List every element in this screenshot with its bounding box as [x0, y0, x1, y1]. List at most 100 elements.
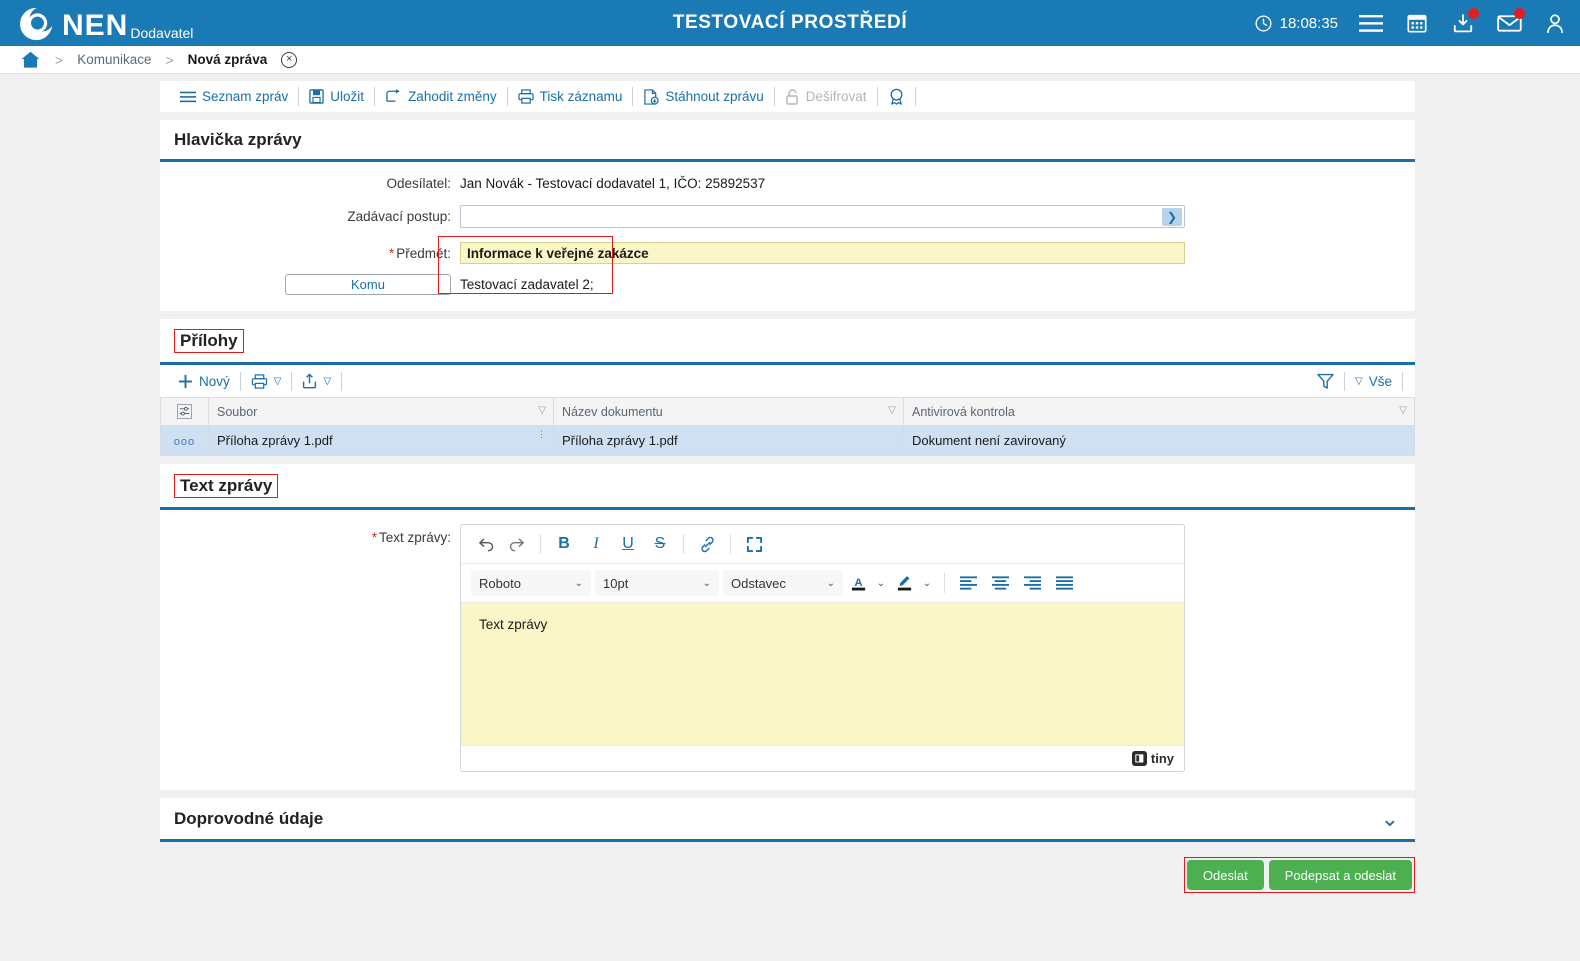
toolbar-divider	[298, 87, 300, 106]
procedure-input[interactable]	[461, 206, 1184, 227]
breadcrumb-item-komunikace[interactable]: Komunikace	[77, 52, 152, 67]
procedure-row: Zadávací postup: ❯	[160, 205, 1415, 228]
attachments-view-all-dropdown[interactable]: ▽ Vše	[1347, 374, 1400, 389]
cell-soubor[interactable]: Příloha zprávy 1.pdf ⋮	[208, 425, 554, 456]
breadcrumb-separator-2: >	[165, 51, 174, 68]
row-menu-icon[interactable]: ooo	[173, 436, 196, 448]
attachments-toolbar-divider	[239, 371, 241, 391]
undo-icon[interactable]	[471, 531, 499, 557]
chevron-down-icon: ⌄	[826, 577, 835, 589]
column-header-soubor[interactable]: Soubor ▽	[208, 397, 554, 426]
undo-glyph	[478, 538, 493, 552]
link-icon[interactable]	[693, 531, 721, 557]
home-icon[interactable]	[20, 50, 41, 69]
column-settings-icon	[177, 404, 192, 419]
attachment-print-button[interactable]: ▽	[243, 373, 290, 389]
block-format-select[interactable]: Odstavec ⌄	[723, 570, 843, 596]
footer-button-group: Odeslat Podepsat a odeslat	[1183, 857, 1415, 893]
italic-icon[interactable]: I	[593, 535, 599, 552]
envelope-icon[interactable]	[1496, 8, 1525, 36]
attachments-toolbar-divider	[1344, 371, 1346, 391]
row-menu-cell[interactable]: ooo	[160, 425, 209, 456]
attachments-table-header-row: Soubor ▽ Název dokumentu ▽ Antivirová ko…	[160, 397, 1415, 426]
column-header-nazev-dokumentu[interactable]: Název dokumentu ▽	[553, 397, 904, 426]
attachment-new-button[interactable]: Nový	[170, 374, 238, 389]
editor-toolbar-row-2: Roboto ⌄ 10pt ⌄ Odstavec ⌄ A	[461, 564, 1184, 603]
toolbar-seal-button[interactable]	[880, 88, 913, 106]
message-text-label: * Text zprávy:	[160, 524, 460, 772]
toolbar-divider	[773, 87, 775, 106]
bold-icon[interactable]: B	[558, 535, 570, 552]
attachment-new-label: Nový	[199, 373, 230, 389]
subject-row: * Předmět: Informace k veřejné zakázce	[160, 242, 1415, 264]
procedure-picker-button[interactable]: ❯	[1162, 208, 1182, 226]
seal-ribbon-icon	[890, 88, 902, 105]
toolbar-seznam-zprav[interactable]: Seznam zpráv	[172, 89, 296, 104]
cell-antivirova-kontrola[interactable]: Dokument není zavirovaný	[903, 425, 1415, 456]
text-color-glyph: A	[851, 577, 865, 591]
font-family-select[interactable]: Roboto ⌄	[471, 570, 591, 596]
cell-overflow-icon[interactable]: ⋮	[537, 429, 546, 439]
extra-info-panel[interactable]: Doprovodné údaje ⌄	[160, 798, 1415, 842]
align-left-icon[interactable]	[954, 570, 982, 596]
toolbar-ulozit[interactable]: Uložit	[301, 89, 372, 104]
subject-input[interactable]: Informace k veřejné zakázce	[460, 242, 1185, 264]
toolbar-zahodit-zmeny[interactable]: Zahodit změny	[377, 89, 505, 104]
strikethrough-icon[interactable]: S	[654, 535, 666, 552]
toolbar-divider	[506, 87, 508, 106]
sign-and-send-button[interactable]: Podepsat a odeslat	[1268, 860, 1412, 890]
attachments-filter-button[interactable]	[1309, 373, 1342, 389]
text-color-caret-icon[interactable]: ⌄	[876, 577, 886, 589]
column-label: Název dokumentu	[562, 404, 663, 419]
procedure-input-wrapper[interactable]: ❯	[460, 205, 1185, 228]
toolbar-label: Stáhnout zprávu	[665, 89, 764, 104]
message-header-section-head: Hlavička zprávy	[160, 120, 1415, 162]
envelope-badge	[1514, 8, 1525, 19]
calendar-icon[interactable]	[1404, 10, 1430, 36]
underline-icon[interactable]: U	[622, 535, 634, 552]
command-toolbar: Seznam zpráv Uložit Zahodit změny	[160, 81, 1415, 112]
toolbar-desifrovat[interactable]: Dešifrovat	[777, 88, 875, 105]
attachment-print-caret: ▽	[273, 375, 282, 387]
fullscreen-icon[interactable]	[740, 531, 768, 557]
section-title-prilohy: Přílohy	[174, 329, 244, 353]
column-header-antivirova-kontrola[interactable]: Antivirová kontrola ▽	[903, 397, 1415, 426]
breadcrumb-item-nova-zprava[interactable]: Nová zpráva	[187, 52, 268, 67]
toolbar-divider	[876, 87, 878, 106]
close-tab-icon[interactable]: ×	[281, 51, 298, 68]
chevron-down-icon[interactable]: ⌄	[1380, 806, 1399, 831]
subject-label: * Předmět:	[160, 246, 460, 261]
align-center-icon[interactable]	[986, 570, 1014, 596]
column-settings-header[interactable]	[160, 397, 209, 426]
redo-icon[interactable]	[503, 531, 531, 557]
font-size-select[interactable]: 10pt ⌄	[595, 570, 719, 596]
extra-info-section-head[interactable]: Doprovodné údaje ⌄	[160, 798, 1415, 842]
attachment-upload-button[interactable]: ▽	[294, 373, 339, 389]
message-text-label-text: Text zprávy:	[378, 530, 451, 545]
cell-nazev-dokumentu[interactable]: Příloha zprávy 1.pdf	[553, 425, 904, 456]
text-color-icon[interactable]: A	[847, 570, 869, 596]
toolbar-stahnout-zpravu[interactable]: Stáhnout zprávu	[635, 88, 771, 105]
highlight-color-caret-icon[interactable]: ⌄	[922, 577, 932, 589]
send-button[interactable]: Odeslat	[1186, 860, 1264, 890]
align-right-icon[interactable]	[1018, 570, 1046, 596]
breadcrumb-separator-1: >	[55, 51, 64, 68]
table-row[interactable]: ooo Příloha zprávy 1.pdf ⋮ Příloha zpráv…	[160, 425, 1415, 456]
attachment-upload-caret: ▽	[323, 375, 332, 387]
brand-subtitle: Dodavatel	[130, 25, 194, 41]
editor-content-area[interactable]: Text zprávy	[461, 603, 1184, 745]
toolbar-tisk-zaznamu[interactable]: Tisk záznamu	[510, 89, 631, 104]
redo-glyph	[509, 538, 524, 552]
hamburger-menu-icon[interactable]	[1358, 10, 1384, 36]
komu-button[interactable]: Komu	[285, 274, 451, 295]
highlight-color-icon[interactable]	[893, 570, 915, 596]
fullscreen-glyph	[746, 536, 762, 552]
align-center-glyph	[991, 576, 1009, 590]
breadcrumb: > Komunikace > Nová zpráva ×	[0, 46, 1580, 74]
user-icon[interactable]	[1542, 10, 1568, 36]
brand-logo-area[interactable]: NEN Dodavatel	[0, 0, 193, 46]
cell-text: Příloha zprávy 1.pdf	[217, 433, 333, 448]
align-justify-icon[interactable]	[1050, 570, 1078, 596]
rich-text-editor: B I U S	[460, 524, 1185, 772]
inbox-download-icon[interactable]	[1450, 8, 1479, 36]
